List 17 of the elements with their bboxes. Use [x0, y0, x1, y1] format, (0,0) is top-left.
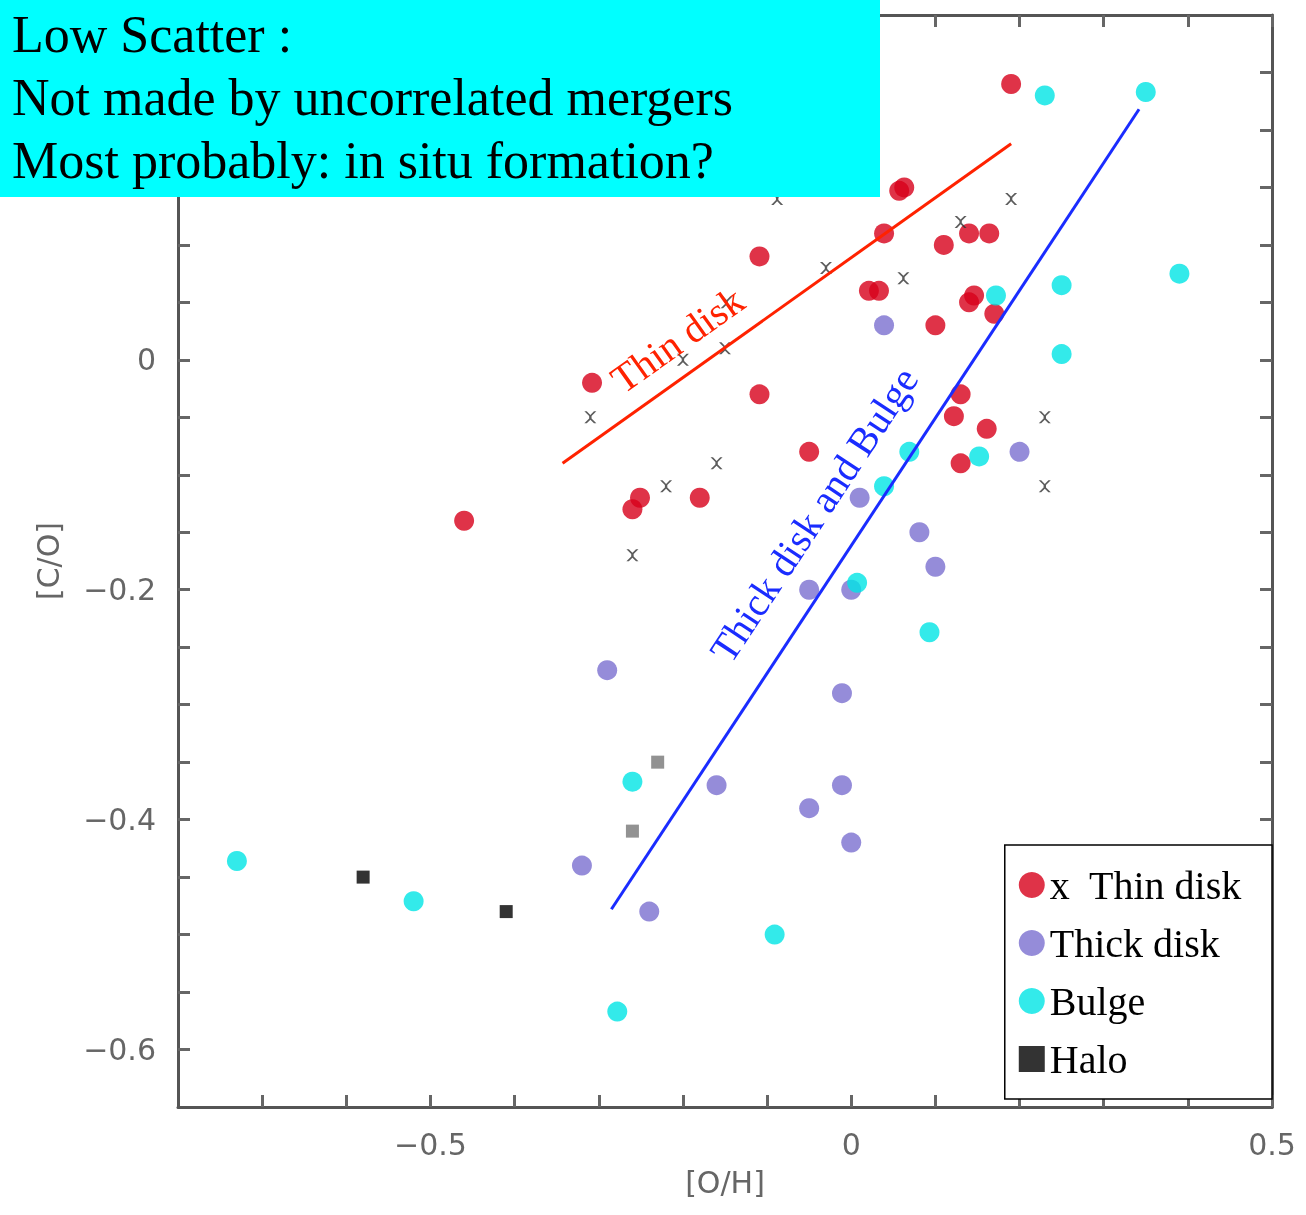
legend-label: Halo — [1049, 1036, 1128, 1082]
annotation: Low Scatter : — [12, 5, 293, 63]
annotation: Not made by uncorrelated mergers — [12, 68, 733, 126]
y-axis-title: [C/O] — [30, 521, 66, 601]
x-axis-title: [O/H] — [685, 1164, 765, 1200]
annotation: Most probably: in situ formation? — [12, 131, 714, 189]
y-tick-label: −0.4 — [83, 802, 156, 838]
y-tick-label: −0.6 — [83, 1032, 156, 1068]
x-tick-label: 0.5 — [1248, 1126, 1296, 1162]
y-tick-label: 0 — [136, 342, 156, 378]
x-tick-label: −0.5 — [394, 1126, 467, 1162]
y-tick-label: −0.2 — [83, 572, 156, 608]
legend-label: Bulge — [1049, 978, 1146, 1024]
legend-label: x Thin disk — [1049, 862, 1242, 908]
text: Thin disk — [602, 277, 753, 403]
legend-label: Thick disk — [1049, 920, 1220, 966]
x-tick-label: 0 — [841, 1126, 861, 1162]
